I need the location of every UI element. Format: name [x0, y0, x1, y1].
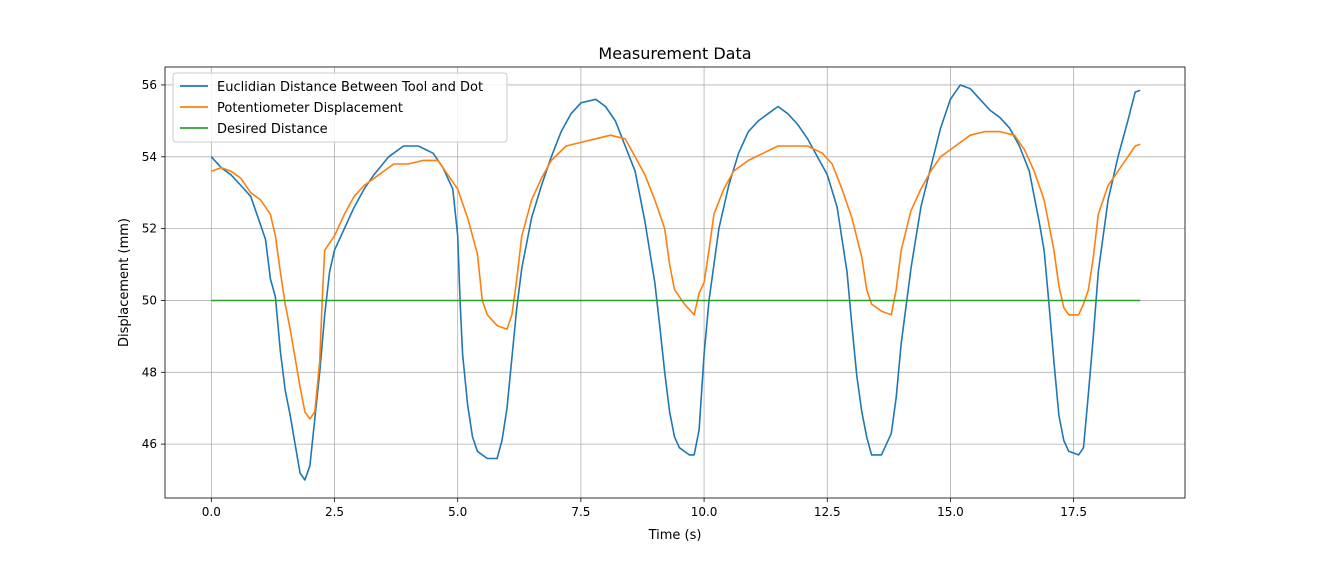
x-axis-label: Time (s)	[648, 528, 702, 543]
legend-box	[172, 72, 508, 143]
y-tick-label: 52	[142, 222, 157, 236]
legend-label-0: Euclidian Distance Between Tool and Dot	[217, 80, 483, 95]
x-tick-label: 17.5	[1060, 505, 1087, 519]
series-lines	[210, 84, 1141, 481]
x-tick-label: 15.0	[937, 505, 964, 519]
y-tick-label: 46	[142, 437, 157, 451]
x-axis: 0.0 2.5 5.0 7.5 10.0 12.5 15.0 17.5	[202, 498, 1087, 519]
y-tick-label: 50	[142, 293, 157, 307]
legend-label-1: Potentiometer Displacement	[217, 101, 403, 116]
series-line-1	[211, 130, 1141, 420]
y-axis: 46 48 50 52 54 56	[142, 78, 165, 451]
chart-title: Measurement Data	[598, 44, 751, 63]
legend-label-2: Desired Distance	[217, 122, 328, 137]
y-tick-label: 48	[142, 365, 157, 379]
y-tick-label: 54	[142, 150, 157, 164]
x-tick-label: 2.5	[325, 505, 344, 519]
plot-frame	[164, 66, 1186, 499]
x-tick-label: 12.5	[814, 505, 841, 519]
y-tick-label: 56	[142, 78, 157, 92]
x-tick-label: 5.0	[448, 505, 467, 519]
series-line-0	[210, 84, 1141, 481]
x-tick-label: 7.5	[571, 505, 590, 519]
x-tick-label: 0.0	[202, 505, 221, 519]
legend: Euclidian Distance Between Tool and Dot P…	[172, 72, 508, 143]
y-axis-label: Displacement (mm)	[117, 218, 132, 347]
x-tick-label: 10.0	[691, 505, 718, 519]
